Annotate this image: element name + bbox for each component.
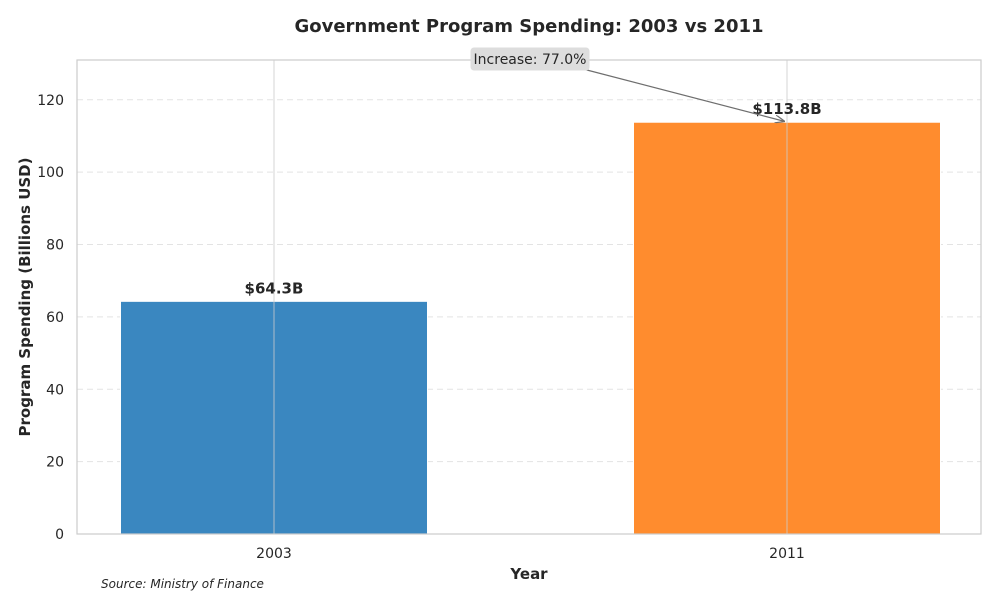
y-tick-label: 120 — [37, 93, 64, 109]
x-tick-label: 2003 — [256, 546, 292, 562]
y-axis-ticks: 0 20 40 60 80 100 120 — [37, 93, 64, 543]
y-tick-label: 80 — [46, 238, 64, 254]
y-axis-label: Program Spending (Billions USD) — [16, 158, 34, 437]
y-tick-label: 40 — [46, 382, 64, 398]
annotation-box — [470, 47, 590, 71]
annotation-arrow — [582, 68, 784, 121]
chart-title: Government Program Spending: 2003 vs 201… — [294, 16, 763, 37]
x-axis-label: Year — [509, 565, 548, 583]
data-label-2003: $64.3B — [245, 279, 304, 297]
x-axis-ticks: 2003 2011 — [256, 546, 805, 562]
y-tick-label: 0 — [55, 527, 64, 543]
y-tick-label: 20 — [46, 455, 64, 471]
y-tick-label: 60 — [46, 310, 64, 326]
annotation-text: Increase: 77.0% — [474, 52, 587, 68]
vertical-gridlines — [273, 60, 788, 534]
bars — [120, 121, 941, 535]
increase-annotation: Increase: 77.0% — [470, 47, 784, 121]
source-note: Source: Ministry of Finance — [101, 577, 264, 591]
y-tick-label: 100 — [37, 165, 64, 181]
x-tick-label: 2011 — [769, 546, 805, 562]
data-label-2011: $113.8B — [752, 100, 821, 118]
data-labels: $64.3B $113.8B — [245, 100, 822, 297]
